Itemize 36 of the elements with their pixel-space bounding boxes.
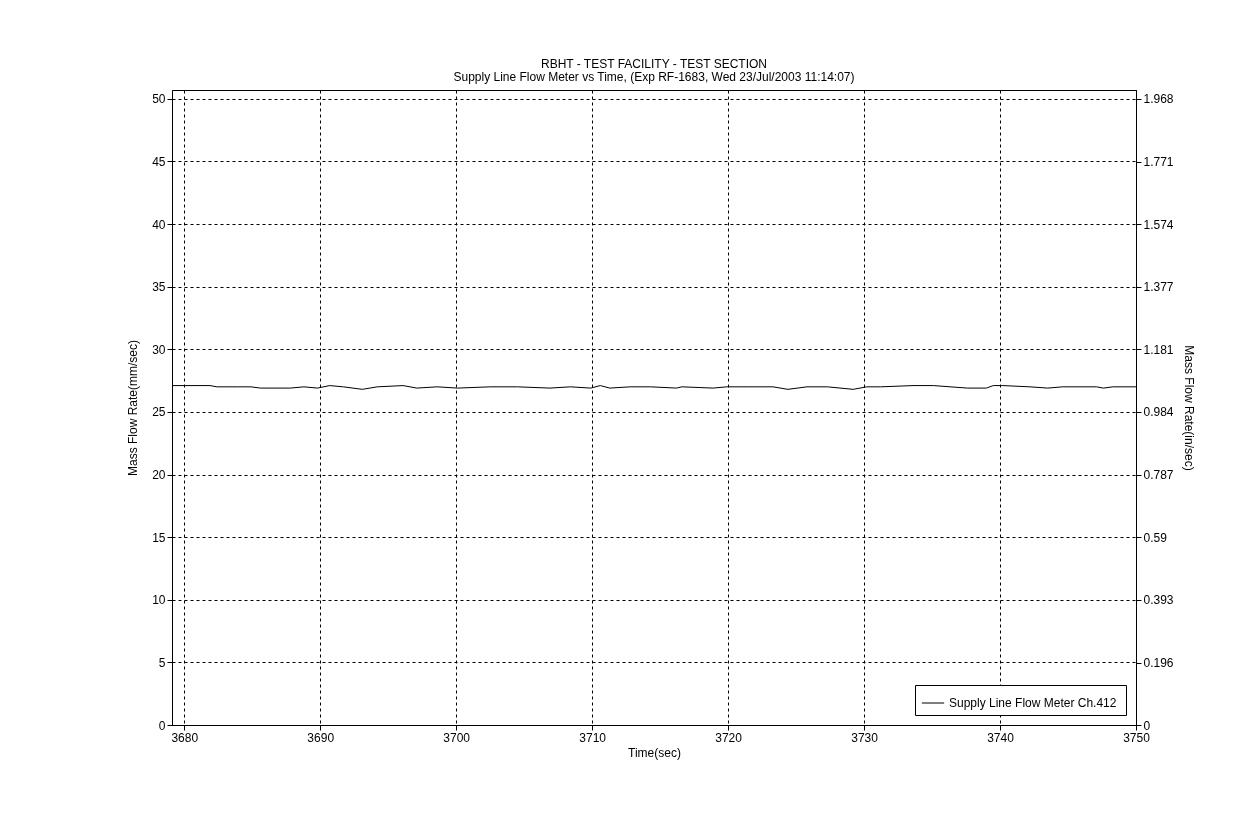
y2-tick-label: 1.181 — [1143, 342, 1174, 357]
y-tick-label: 25 — [152, 405, 166, 420]
y-tick-label: 10 — [152, 593, 166, 608]
y2-tick-label: 0.59 — [1143, 530, 1168, 545]
y-tick-label: 0 — [158, 718, 166, 733]
y-tick-label: 35 — [152, 280, 166, 295]
chart-subtitle: Supply Line Flow Meter vs Time, (Exp RF-1683, Wed 23/Jul/2003 11:14:07) — [453, 70, 855, 84]
y-tick-label: 20 — [152, 468, 166, 483]
legend-label: Supply Line Flow Meter Ch.412 — [949, 696, 1117, 710]
x-tick-label: 3690 — [307, 730, 335, 745]
y-axis-title: Mass Flow Rate(mm/sec) — [126, 339, 141, 477]
x-tick-label: 3730 — [851, 730, 879, 745]
y-tick-label: 15 — [152, 530, 166, 545]
y-tick-label: 30 — [152, 342, 166, 357]
y2-tick-label: 1.574 — [1143, 217, 1174, 232]
x-tick-label: 3700 — [443, 730, 471, 745]
y-tick-label: 40 — [152, 217, 166, 232]
x-tick-label: 3750 — [1123, 730, 1151, 745]
y2-tick-label: 0.787 — [1143, 468, 1174, 483]
y-tick-label: 45 — [152, 154, 166, 169]
x-axis-title: Time(sec) — [628, 745, 681, 760]
y2-tick-label: 1.968 — [1143, 92, 1174, 107]
y-tick-label: 50 — [152, 92, 166, 107]
y2-tick-label: 0.984 — [1143, 405, 1174, 420]
y2-axis-title: Mass Flow Rate(in/sec) — [1181, 345, 1196, 471]
y-tick-label: 5 — [158, 655, 166, 670]
x-tick-label: 3710 — [579, 730, 607, 745]
x-tick-label: 3740 — [987, 730, 1015, 745]
y2-tick-label: 1.377 — [1143, 280, 1174, 295]
y2-tick-label: 1.771 — [1143, 155, 1174, 170]
x-tick-label: 3720 — [715, 730, 743, 745]
y2-tick-label: 0 — [1143, 718, 1151, 733]
chart-title: RBHT - TEST FACILITY - TEST SECTION — [540, 57, 768, 71]
x-tick-label: 3680 — [171, 730, 199, 745]
y2-tick-label: 0.196 — [1143, 656, 1174, 671]
y2-tick-label: 0.393 — [1143, 593, 1174, 608]
